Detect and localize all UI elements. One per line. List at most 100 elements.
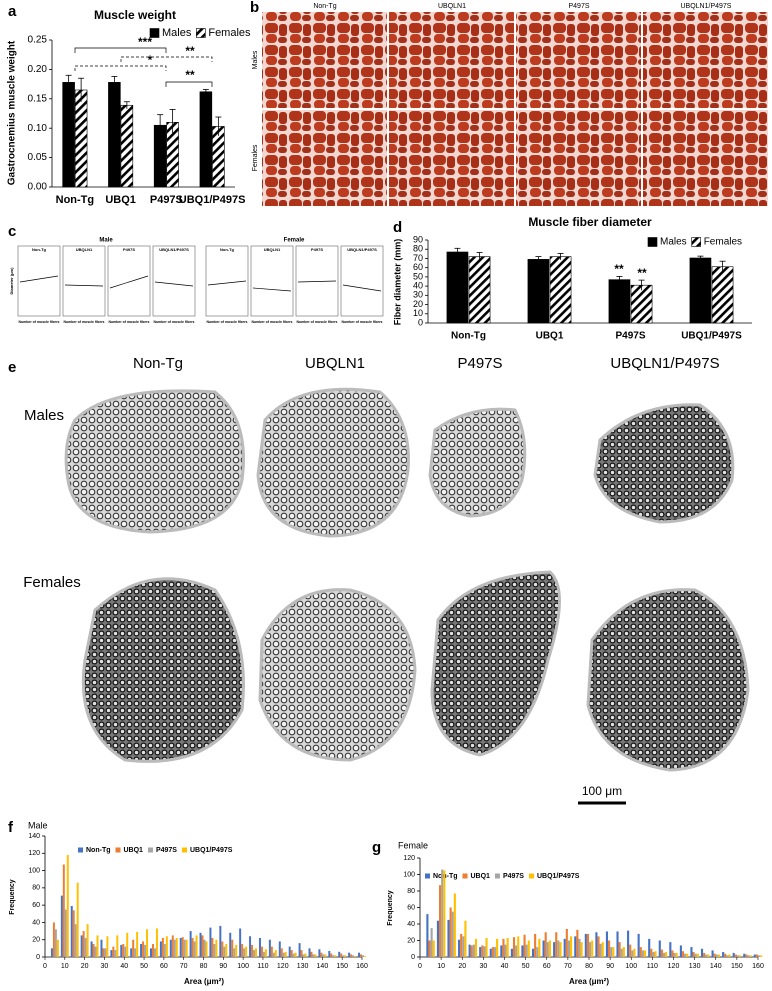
significance-label: ***	[138, 35, 152, 49]
bar	[559, 942, 562, 957]
scatter-title: UBQLN1/P497S	[347, 247, 377, 252]
micrograph	[516, 12, 641, 108]
bar	[288, 946, 291, 957]
row-label: Females	[252, 144, 259, 171]
bar	[462, 936, 465, 957]
legend-label: Males	[162, 27, 192, 39]
legend-swatch	[691, 237, 701, 247]
bar	[591, 940, 594, 957]
x-tick-label: 40	[501, 963, 509, 970]
bar	[489, 948, 492, 957]
x-axis-label: Area (μm²)	[184, 977, 224, 986]
bar	[144, 944, 147, 957]
bar	[231, 939, 234, 957]
y-tick-label: 0	[418, 317, 423, 327]
bar	[181, 937, 184, 957]
bar	[308, 948, 311, 957]
bar	[54, 929, 57, 957]
bar	[82, 931, 85, 957]
bar	[262, 951, 265, 957]
bar	[122, 944, 125, 957]
micrograph	[643, 110, 768, 206]
bar	[102, 948, 105, 957]
bar	[715, 954, 718, 957]
significance-label: **	[614, 262, 624, 276]
bar	[555, 932, 558, 957]
bar	[86, 924, 89, 957]
bar	[608, 279, 631, 324]
bar	[436, 920, 440, 957]
x-tick-label: 60	[543, 963, 551, 970]
bar	[209, 927, 212, 957]
bar	[284, 951, 287, 957]
bar	[199, 932, 202, 957]
bar	[738, 955, 742, 957]
x-tick-label: 70	[180, 963, 188, 970]
y-tick-label: 0	[36, 954, 40, 961]
bar	[150, 948, 152, 957]
legend-swatch	[149, 28, 160, 38]
trend-line	[342, 284, 382, 292]
chart-title: Muscle fiber diameter	[528, 215, 652, 229]
y-tick-label: 120	[28, 850, 40, 857]
x-tick-label: UBQ1	[105, 194, 136, 206]
micrograph	[389, 12, 514, 108]
scatter-frame	[107, 245, 151, 317]
bar	[163, 944, 166, 957]
trend-line	[109, 275, 149, 289]
section-image	[586, 588, 750, 772]
bar	[363, 956, 366, 957]
bar	[453, 893, 456, 957]
legend-swatch	[425, 873, 430, 879]
y-tick-label: 80	[32, 885, 40, 892]
trend-line	[207, 280, 247, 286]
group-label: Male	[99, 238, 113, 244]
bar	[233, 948, 236, 957]
bar	[690, 947, 693, 957]
bar	[660, 949, 663, 957]
bar	[536, 947, 539, 957]
x-tick-label: 100	[625, 963, 637, 970]
panel-label: f	[8, 819, 14, 836]
bar	[114, 950, 117, 957]
bar	[504, 944, 507, 957]
bar	[468, 256, 491, 324]
bar	[633, 948, 636, 957]
bar	[185, 939, 188, 957]
x-tick-label: UBQ1	[536, 331, 564, 342]
bar	[213, 944, 216, 957]
trend-line	[154, 281, 194, 287]
bar	[689, 257, 712, 324]
bar	[745, 954, 748, 957]
section-image	[256, 387, 410, 538]
bar	[354, 956, 357, 957]
bar	[120, 944, 123, 957]
section-image	[428, 407, 527, 518]
bar	[153, 948, 156, 957]
column-label: UBQLN1	[438, 3, 466, 10]
bar	[441, 869, 444, 957]
bar	[447, 919, 450, 957]
bar	[629, 944, 632, 957]
bar	[360, 954, 362, 957]
legend-label: P497S	[503, 873, 524, 880]
y-axis-label: Frequency	[9, 879, 16, 915]
bar	[195, 935, 198, 957]
bar	[62, 82, 75, 188]
bar	[589, 942, 592, 957]
bar	[255, 948, 257, 957]
x-tick-label: 60	[160, 963, 168, 970]
bar	[318, 949, 321, 957]
legend-swatch	[647, 237, 658, 247]
bar	[692, 952, 695, 957]
bar	[108, 82, 121, 188]
bar	[527, 259, 550, 324]
scatter-frame	[205, 245, 249, 317]
x-tick-label: 0	[43, 963, 47, 970]
bar	[643, 950, 647, 957]
significance-label: **	[185, 68, 195, 82]
y-tick-label: 120	[403, 855, 415, 862]
bar	[675, 952, 678, 957]
scatter-x-label: Number of muscle fibers	[18, 320, 59, 324]
y-tick-label: 20	[32, 937, 40, 944]
